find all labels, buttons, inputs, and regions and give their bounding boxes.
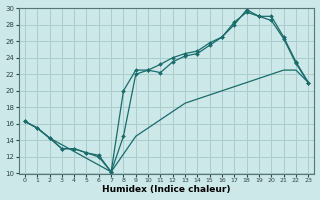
- X-axis label: Humidex (Indice chaleur): Humidex (Indice chaleur): [102, 185, 231, 194]
